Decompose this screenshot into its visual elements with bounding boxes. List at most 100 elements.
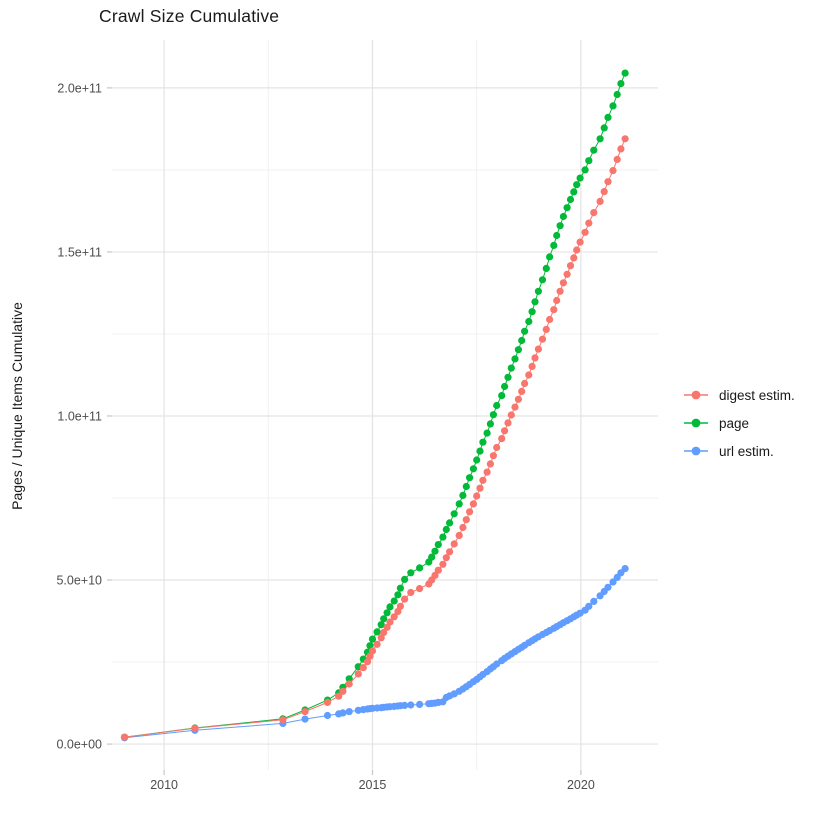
data-point-digest-estim- [534,345,543,353]
data-point-url-estim- [585,602,593,610]
data-point-digest-estim- [279,716,287,724]
data-point-page [446,519,454,527]
data-point-page [462,482,470,491]
data-point-digest-estim- [542,325,550,333]
data-point-digest-estim- [359,664,367,672]
data-point-page [504,373,512,381]
data-point-page [431,547,439,555]
data-point-url-estim- [401,701,409,710]
data-point-digest-estim- [600,188,608,196]
legend: digest estim. page url estim. [683,381,795,465]
data-point-page [390,597,398,605]
data-point-page [514,346,523,354]
data-point-digest-estim- [469,500,477,508]
data-point-page [434,541,442,549]
data-point-digest-estim- [120,733,129,741]
data-point-page [442,525,450,534]
data-point-page [576,174,584,182]
data-point-page [383,609,391,617]
data-point-digest-estim- [576,238,584,246]
data-point-digest-estim- [354,670,362,678]
data-point-digest-estim- [504,419,512,427]
data-point-digest-estim- [191,724,199,732]
data-point-page [546,253,554,261]
x-tick-label: 2015 [359,778,387,792]
data-point-digest-estim- [473,492,481,500]
legend-key-digest-icon [684,390,708,400]
data-point-url-estim- [407,701,415,709]
data-point-page [604,113,612,121]
data-point-digest-estim- [553,296,561,305]
data-point-digest-estim- [466,508,474,516]
data-point-page [473,456,481,464]
data-point-page [416,564,424,572]
data-point-page [566,195,575,204]
legend-key-url-icon [684,446,708,456]
data-point-digest-estim- [476,484,484,492]
data-point-page [380,615,388,623]
data-point-digest-estim- [604,178,612,186]
data-point-digest-estim- [442,554,450,562]
x-tick-label: 2020 [567,778,595,792]
data-point-page [518,336,526,345]
data-point-digest-estim- [559,279,568,287]
data-point-digest-estim- [617,145,625,153]
data-point-digest-estim- [596,197,604,205]
legend-label-digest-estim: digest estim. [719,387,795,403]
legend-key-page-icon [684,418,708,428]
data-point-digest-estim- [383,623,391,631]
data-point-digest-estim- [486,460,494,468]
y-tick-label: 2.0e+11 [57,81,102,95]
data-point-digest-estim- [446,548,454,556]
data-point-url-estim- [621,565,629,573]
data-point-digest-estim- [621,135,629,143]
data-point-page [525,317,533,326]
data-point-digest-estim- [407,588,415,597]
legend-label-url-estim: url estim. [719,443,774,459]
data-point-digest-estim- [390,613,398,621]
data-point-page [556,222,564,230]
data-point-page [428,553,436,561]
data-point-page [600,124,608,132]
data-point-digest-estim- [368,647,377,655]
data-point-digest-estim- [507,411,515,419]
data-point-page [534,287,543,295]
data-point-page [498,392,506,400]
data-point-page [617,80,625,88]
data-point-digest-estim- [455,531,463,540]
data-point-page [538,276,547,284]
data-point-page [553,231,561,240]
data-point-digest-estim- [546,315,554,324]
data-point-page [563,204,571,212]
data-point-digest-estim- [450,540,458,548]
data-point-page [476,447,484,455]
data-point-digest-estim- [518,387,526,395]
data-point-digest-estim- [479,476,487,484]
data-point-page [531,298,539,306]
y-tick-label: 5.0e+10 [56,574,102,588]
data-point-page [459,491,467,499]
data-point-digest-estim- [380,628,388,637]
data-point-digest-estim- [613,155,621,163]
data-point-digest-estim- [538,335,547,343]
data-point-page [573,181,581,189]
data-point-digest-estim- [514,395,523,403]
data-point-page [401,575,409,584]
data-point-page [521,327,529,335]
data-point-page [396,584,404,592]
data-point-url-estim- [345,708,353,716]
legend-label-page: page [719,415,750,431]
data-point-page [450,510,458,518]
data-point-page [489,411,497,419]
data-point-page [596,135,604,143]
data-point-digest-estim- [489,452,497,460]
data-point-digest-estim- [585,219,593,227]
data-point-url-estim- [609,578,617,586]
data-point-digest-estim- [501,427,509,435]
data-point-digest-estim- [581,228,589,236]
data-point-digest-estim- [483,468,491,476]
legend-item-url-estim: url estim. [683,437,795,465]
y-tick-label: 0.0e+00 [56,738,102,752]
